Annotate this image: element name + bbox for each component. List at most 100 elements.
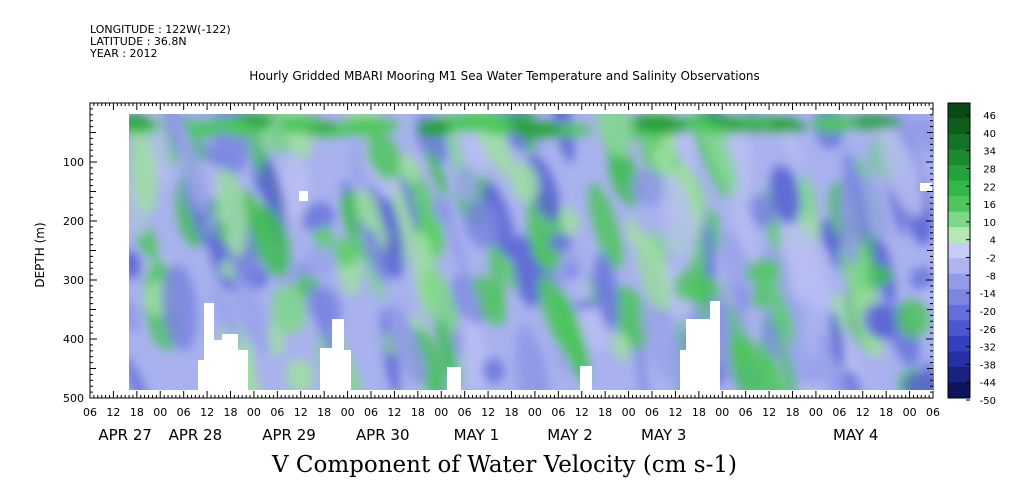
field-blob [781,217,830,311]
colorbar-swatch [948,180,970,197]
colorbar-label: -14 [980,289,996,300]
x-hour-label: 12 [481,406,495,419]
x-hour-label: 06 [270,406,284,419]
x-hour-label: 00 [715,406,729,419]
colorbar-swatch [948,149,970,166]
x-hour-label: 18 [411,406,425,419]
colorbar-label: -38 [980,360,996,371]
y-tick-label: 100 [63,156,84,169]
field-blob [728,331,771,390]
latitude-label: LATITUDE : 36.8N [90,35,187,48]
field-blob [665,228,681,257]
surface-blob [418,118,455,133]
x-hour-label: 18 [505,406,519,419]
field-blob [426,146,448,199]
x-hour-label: 06 [551,406,565,419]
field-blob [611,331,631,360]
x-date-label: APR 27 [98,426,152,444]
field-blob [750,194,776,229]
velocity-field [129,114,934,390]
field-blob [537,275,587,367]
surface-blob [775,120,808,133]
field-blob [191,206,210,249]
x-axis-title: V Component of Water Velocity (cm s-1) [272,452,737,478]
colorbar-frame [947,102,971,399]
missing-data-mask [129,390,934,397]
x-hour-label: 06 [458,406,472,419]
field-blob [895,298,930,338]
missing-data-mask [580,366,592,390]
x-hour-label: 06 [645,406,659,419]
field-blob [129,250,143,279]
x-hour-label: 00 [528,406,542,419]
surface-blob [848,114,903,130]
field-blob [688,114,729,201]
field-blob [209,283,242,348]
field-blob [302,202,335,233]
field-blob [306,244,337,279]
field-blob [384,303,428,386]
field-blob [719,230,755,298]
field-blob [662,172,697,260]
field-blob [422,267,458,335]
field-blob [455,278,481,323]
year-label: YEAR : 2012 [90,47,158,60]
field-blob [594,252,619,330]
x-date-label: MAY 3 [641,426,687,444]
x-hour-label: 12 [106,406,120,419]
field-blob [435,317,455,370]
colorbar-label: -20 [980,307,996,318]
field-blob [630,168,667,207]
field-blob [497,246,517,290]
field-blob [775,325,800,390]
field-blob [216,221,228,242]
colorbar-swatch [948,320,970,337]
y-tick-label: 200 [63,215,84,228]
field-blob [313,225,334,250]
y-axis-label: DEPTH (m) [33,222,47,287]
surface-blob [340,117,399,132]
missing-data-mask [680,350,688,390]
field-blob [510,161,540,203]
colorbar-label: -32 [980,343,996,354]
field-blob [760,325,779,361]
field-blob [566,275,592,303]
field-blob [923,361,934,390]
x-hour-label: 06 [364,406,378,419]
y-tick-label: 400 [63,333,84,346]
x-hour-label: 06 [739,406,753,419]
field-blob [399,172,420,230]
missing-data-mask [214,340,224,390]
missing-data-mask [320,348,332,390]
field-blob [757,338,783,390]
field-blob [333,238,358,268]
x-hour-label: 06 [177,406,191,419]
field-blob [830,311,845,370]
y-tick-label: 300 [63,274,84,287]
field-blob [841,369,863,390]
x-hour-label: 18 [786,406,800,419]
colorbar-swatch [948,165,970,182]
colorbar-label: -44 [980,378,996,389]
field-blob [514,324,543,390]
field-blob [232,277,271,357]
field-blob [764,312,778,340]
field-blob [838,182,859,265]
field-blob [626,217,641,247]
field-blob [354,188,381,230]
field-blob [252,205,291,278]
x-hour-label: 00 [622,406,636,419]
surface-blob [811,114,855,133]
missing-data-mask [920,183,932,191]
colorbar-swatch [948,273,970,290]
colorbar-label: 46 [983,111,996,122]
field-blob [129,355,155,390]
x-hour-label: 12 [762,406,776,419]
field-blob [161,263,198,352]
colorbar-swatch [948,118,970,135]
x-hour-label: 12 [668,406,682,419]
field-blob [464,199,501,248]
missing-data-mask [447,367,461,390]
colorbar-swatch [948,351,970,368]
